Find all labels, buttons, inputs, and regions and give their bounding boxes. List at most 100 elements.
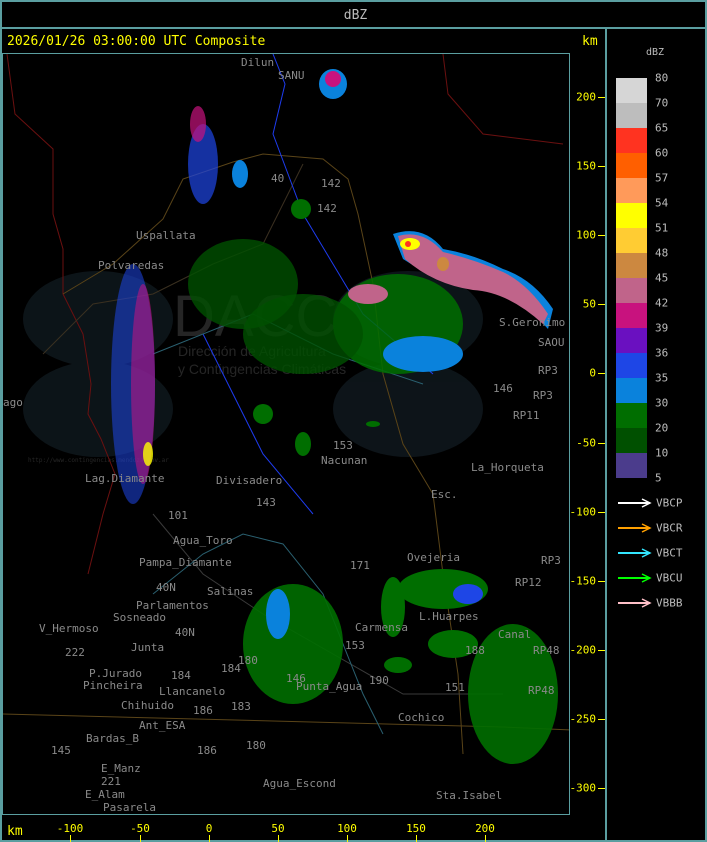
x-tick [347,835,348,842]
route-number-label: 151 [445,681,465,694]
route-number-label: 153 [333,439,353,452]
route-number-label: 143 [256,496,276,509]
route-number-label: RP11 [513,409,540,422]
place-label: Cochico [398,711,444,724]
y-tick [598,235,605,237]
place-label: Parlamentos [136,599,209,612]
legend-label: 42 [655,296,669,310]
route-number-label: 221 [101,775,121,788]
place-label: La_Horqueta [471,461,544,474]
route-number-label: 146 [286,672,306,685]
legend-label: 10 [655,446,669,460]
route-number-label: RP12 [515,576,542,589]
place-label: Carmensa [355,621,408,634]
place-label: SANU [278,69,305,82]
route-number-label: 184 [221,662,241,675]
legend-label: 20 [655,421,669,435]
route-labels: 40 14214215315314314614610140N40N18418418… [51,172,561,788]
legend-unit: dBZ [646,47,665,58]
y-tick [598,373,605,375]
x-axis-unit: km [7,824,23,839]
legend-swatch [616,353,647,378]
x-tick-label: 50 [271,822,285,835]
legend-swatch [616,403,647,428]
legend-label: 39 [655,321,669,335]
place-label: E_Manz [101,762,141,775]
route-number-label: 146 [493,382,513,395]
radar-arrow-icon [618,523,652,533]
legend-swatch [616,253,647,278]
place-labels: Dilun SANU Uspallata Polvaredas S.Geronimo SA… [3,56,565,814]
y-tick-label: -250 [569,712,597,726]
legend-swatch [616,228,647,253]
route-number-label: 190 [369,674,389,687]
place-label: S.Geronimo [499,316,565,329]
x-tick-label: -50 [130,822,150,835]
watermark-url: http://www.contingencias.mendoza.gov.ar [28,457,169,464]
y-axis-unit: km [582,34,598,49]
y-tick-label: -300 [569,781,597,795]
x-tick [485,835,486,842]
route-number-label: 40N [156,581,176,594]
place-label: Uspallata [136,229,196,242]
route-number-label: 142 [317,202,337,215]
place-label: L.Huarpes [419,610,479,623]
route-number-label: 222 [65,646,85,659]
y-tick-label: -50 [576,436,596,449]
x-tick-label: 100 [337,822,357,835]
y-tick-label: 0 [589,366,596,380]
x-tick-label: -100 [56,822,84,835]
x-tick [209,835,210,842]
place-label: SAOU [538,336,565,349]
legend-label: 36 [655,346,669,360]
route-number-label: 184 [171,669,191,682]
x-tick-label: 200 [475,822,495,835]
radar-map[interactable]: DACC Dirección de Agricultura y Continge… [2,53,570,815]
place-label: Sta.Isabel [436,789,502,802]
route-number-label: 142 [321,177,341,190]
legend-swatch [616,328,647,353]
x-tick [140,835,141,842]
route-number-label: 186 [197,744,217,757]
radar-arrow-icon [618,548,652,558]
legend-swatch [616,203,647,228]
place-label: Ovejeria [407,551,460,564]
place-label: Canal [498,628,531,641]
legend-swatch [616,303,647,328]
x-tick-label: 150 [406,822,426,835]
legend-label: 60 [655,146,669,160]
route-number-label: 145 [51,744,71,757]
y-tick-label: 150 [576,159,596,173]
route-number-label: RP3 [541,554,561,567]
legend-swatch [616,378,647,403]
place-label: E_Alam [85,788,125,801]
y-tick [598,166,605,168]
radar-echoes [111,69,558,764]
y-tick [598,788,605,789]
place-label: Dilun [241,56,274,69]
radar-legend-label: VBCU [656,571,683,585]
radar-arrow-icon [618,573,652,583]
route-number-label: 186 [193,704,213,717]
radar-legend-label: VBCT [656,546,683,560]
title-bar: dBZ [0,0,707,29]
place-label: Lag.Diamante [85,472,164,485]
y-tick-label: 100 [576,228,596,242]
place-label: Llancanelo [159,685,225,698]
legend-swatch [616,178,647,203]
place-label: Sosneado [113,611,166,624]
y-tick [598,649,605,651]
legend-label: 70 [655,96,669,110]
route-number-label: 40 [271,172,284,185]
place-label: Agua_Escond [263,777,336,790]
route-number-label: 188 [465,644,485,657]
legend-swatch [616,103,647,128]
place-label: Pasarela [103,801,156,814]
y-tick [598,304,605,306]
route-number-label: RP48 [533,644,560,657]
radar-legend-label: VBBB [656,596,683,610]
legend-swatch [616,153,647,178]
route-number-label: 101 [168,509,188,522]
place-label: P.Jurado [89,667,142,680]
x-tick [278,835,279,842]
